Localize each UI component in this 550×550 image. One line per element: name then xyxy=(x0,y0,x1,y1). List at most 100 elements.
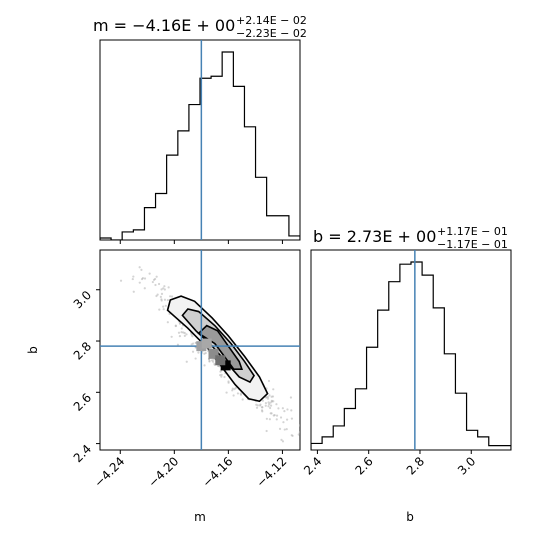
joint-scatter-point xyxy=(271,395,275,398)
joint-scatter-point xyxy=(261,399,264,402)
joint-scatter-point xyxy=(280,438,283,441)
joint-scatter-point xyxy=(210,359,214,362)
joint-scatter-point xyxy=(268,394,271,397)
joint-scatter-point xyxy=(148,272,151,275)
joint-density-cell-0 xyxy=(196,341,207,352)
joint-scatter-point xyxy=(176,343,180,346)
b-hist-bar-15 xyxy=(478,437,489,450)
b-hist-bar-1 xyxy=(322,437,333,450)
m-hist-bar-11 xyxy=(222,52,233,240)
m-title-sub: −2.23E − 02 xyxy=(236,27,307,40)
joint-scatter-point xyxy=(163,288,166,291)
m-title-main: m = −4.16E + 00 xyxy=(93,16,235,35)
joint-scatter-point xyxy=(290,417,294,420)
joint-scatter-point xyxy=(298,424,300,427)
b-x-tick-label-0: 2.4 xyxy=(301,454,324,477)
joint-density-cell-2 xyxy=(220,360,231,371)
m-tick-label-1: −4.20 xyxy=(146,454,182,490)
joint-scatter-point xyxy=(255,403,258,406)
m-tick-label-2: −4.16 xyxy=(200,454,236,490)
joint-scatter-point xyxy=(154,283,157,287)
joint-scatter-point xyxy=(160,292,164,295)
joint-scatter-point xyxy=(270,412,273,415)
joint-scatter-point xyxy=(162,305,165,308)
m-hist-bar-8 xyxy=(189,105,200,240)
joint-scatter-point xyxy=(232,394,235,397)
joint-scatter-point xyxy=(194,357,197,360)
joint-scatter-point xyxy=(212,358,215,361)
b-hist-bar-0 xyxy=(311,443,322,450)
m-hist-bar-16 xyxy=(278,216,289,240)
joint-scatter-point xyxy=(265,417,268,420)
joint-scatter-point xyxy=(267,401,270,404)
joint-scatter-point xyxy=(270,399,273,402)
b-hist-bar-4 xyxy=(355,389,366,450)
joint-scatter-point xyxy=(275,403,278,406)
joint-scatter-point xyxy=(269,404,273,407)
b-hist-bar-9 xyxy=(411,262,422,450)
joint-scatter-point xyxy=(285,418,289,421)
joint-scatter-point xyxy=(174,324,177,328)
joint-scatter-point xyxy=(166,321,169,324)
m-hist-bar-3 xyxy=(133,230,144,240)
joint-scatter-point xyxy=(140,268,143,271)
joint-scatter-point xyxy=(265,429,268,433)
joint-scatter-point xyxy=(180,331,183,334)
joint-scatter-point xyxy=(163,285,166,288)
joint-scatter-point xyxy=(308,447,310,449)
b-y-tick-label-1: 2.6 xyxy=(71,391,94,414)
joint-scatter-point xyxy=(160,288,163,291)
m-hist-step-line xyxy=(100,51,300,240)
b-histogram-layer xyxy=(311,261,511,450)
b-hist-bar-16 xyxy=(489,446,500,450)
joint-scatter-point xyxy=(264,402,268,405)
b-axis-label-x: b xyxy=(406,510,414,524)
joint-scatter-point xyxy=(138,266,141,269)
joint-scatter-point xyxy=(283,410,286,413)
joint-scatter-point xyxy=(236,392,240,395)
joint-scatter-point xyxy=(227,380,230,383)
joint-scatter-point xyxy=(190,343,193,346)
joint-scatter-point xyxy=(191,350,195,353)
joint-scatter-point xyxy=(241,398,244,401)
b-x-tick-label-1: 2.6 xyxy=(352,454,375,477)
joint-scatter-point xyxy=(185,360,188,363)
m-hist-bar-15 xyxy=(267,216,278,240)
joint-scatter-point xyxy=(158,308,161,311)
joint-scatter-point xyxy=(151,280,154,284)
joint-scatter-point xyxy=(152,278,156,281)
joint-scatter-point xyxy=(278,427,282,430)
joint-scatter-point xyxy=(183,334,186,337)
joint-scatter-point xyxy=(140,277,144,281)
joint-scatter-point xyxy=(259,403,262,406)
m-hist-bar-10 xyxy=(211,76,222,240)
b-hist-bar-6 xyxy=(378,310,389,450)
joint-scatter-point xyxy=(268,403,271,406)
joint-scatter-point xyxy=(138,281,141,284)
m-hist-bar-0 xyxy=(100,238,111,240)
b-title-sup: +1.17E − 01 xyxy=(437,225,508,238)
joint-scatter-point xyxy=(234,386,237,390)
joint-scatter-point xyxy=(82,216,84,218)
joint-scatter-point xyxy=(282,421,285,424)
joint-scatter-point xyxy=(159,295,162,298)
m-hist-bar-14 xyxy=(256,177,267,240)
b-hist-bar-13 xyxy=(455,393,466,450)
joint-scatter-point xyxy=(281,440,285,443)
joint-scatter-point xyxy=(267,405,270,408)
joint-scatter-point xyxy=(162,287,165,290)
joint-scatter-point xyxy=(344,487,346,489)
b-histogram-frame xyxy=(310,249,512,451)
joint-scatter-point xyxy=(131,277,134,281)
joint-scatter-point xyxy=(213,362,216,365)
m-title-sup: +2.14E − 02 xyxy=(236,14,307,27)
joint-scatter-point xyxy=(290,434,293,437)
joint-scatter-point xyxy=(178,322,182,325)
joint-scatter-point xyxy=(160,299,163,302)
joint-scatter-point xyxy=(266,397,270,400)
m-hist-bar-4 xyxy=(144,208,155,240)
joint-density-cell-1 xyxy=(208,348,219,359)
joint-scatter-point xyxy=(275,414,279,417)
joint-scatter-point xyxy=(264,396,268,399)
